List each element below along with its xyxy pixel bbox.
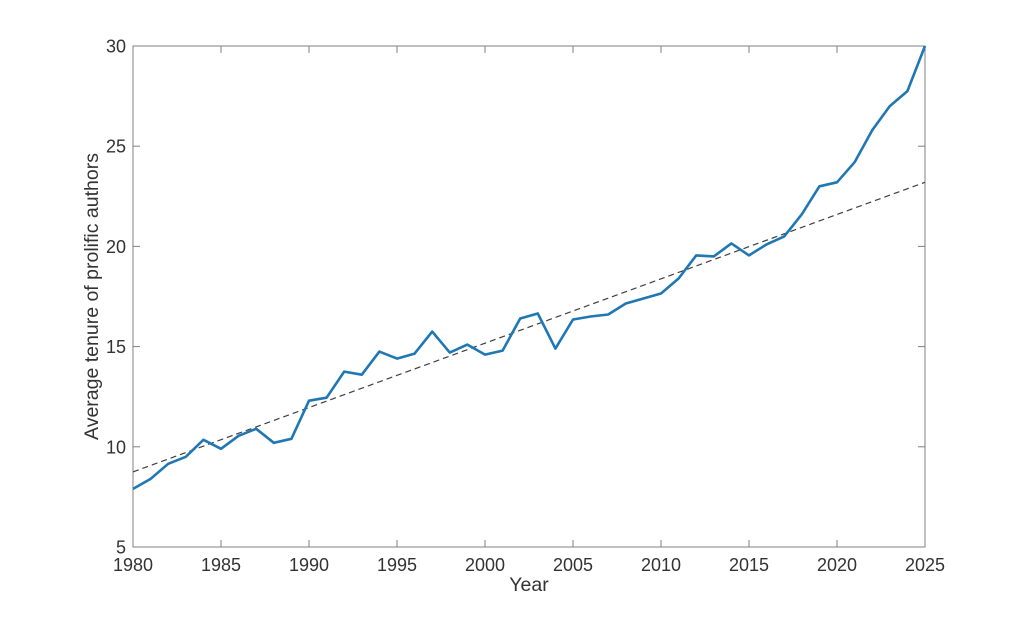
plot-area: 1980 1985 1990 1995 2000 2005 2010 2015 2020 2025… bbox=[106, 37, 945, 576]
x-tick-label: 2000 bbox=[465, 555, 505, 575]
x-tick-label: 1995 bbox=[377, 555, 417, 575]
y-tick-label: 10 bbox=[106, 437, 126, 457]
x-tick-label: 1990 bbox=[289, 555, 329, 575]
y-tick-label: 30 bbox=[106, 37, 126, 57]
y-tick-label: 15 bbox=[106, 337, 126, 357]
trend-line bbox=[132, 181, 926, 473]
y-tick-label: 25 bbox=[106, 137, 126, 157]
x-tick-label: 2015 bbox=[729, 555, 769, 575]
x-tick-label: 2005 bbox=[553, 555, 593, 575]
x-tick-label: 2025 bbox=[905, 555, 945, 575]
x-axis-label: Year bbox=[509, 574, 549, 596]
x-tick-label: 1985 bbox=[201, 555, 241, 575]
y-axis-label: Average tenure of prolific authors bbox=[81, 153, 103, 440]
axes-box bbox=[132, 45, 926, 548]
x-tick-label: 2010 bbox=[641, 555, 681, 575]
x-tick-label: 1980 bbox=[113, 555, 153, 575]
y-tick-label: 20 bbox=[106, 237, 126, 257]
x-tick-label: 2020 bbox=[817, 555, 857, 575]
y-tick-label: 5 bbox=[116, 538, 126, 558]
data-series-line bbox=[132, 45, 927, 491]
